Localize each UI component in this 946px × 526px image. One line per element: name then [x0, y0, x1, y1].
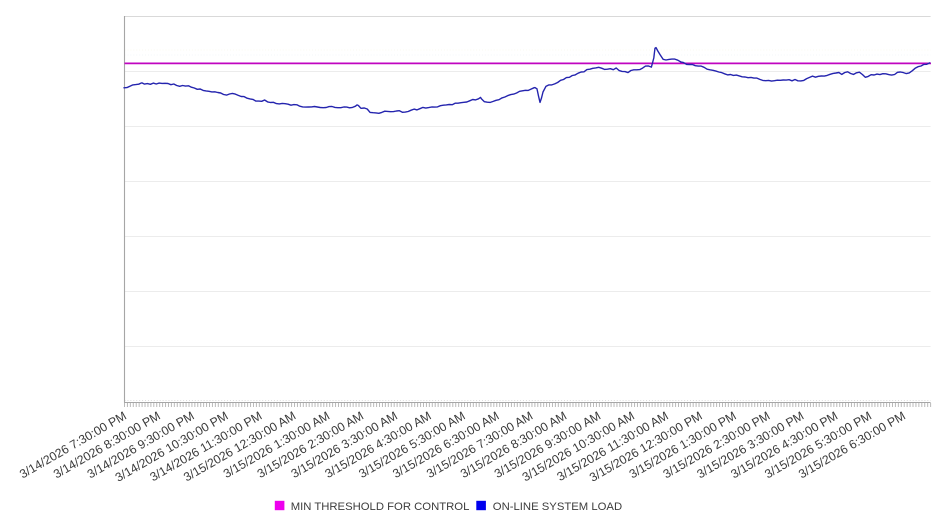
- svg-text:MIN THRESHOLD FOR CONTROL: MIN THRESHOLD FOR CONTROL: [291, 501, 470, 513]
- svg-text:ON-LINE SYSTEM LOAD: ON-LINE SYSTEM LOAD: [493, 501, 622, 513]
